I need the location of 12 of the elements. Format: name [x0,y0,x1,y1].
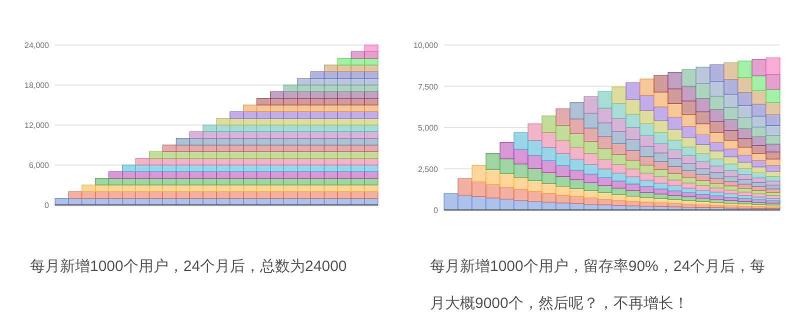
y-tick-label: 10,000 [414,41,439,50]
y-tick-label: 18,000 [24,81,50,90]
y-tick-label: 7,500 [418,82,439,92]
y-tick-label: 24,000 [24,41,50,50]
y-tick-label: 0 [44,201,50,210]
y-tick-label: 0 [434,206,439,215]
text: 每月新增1000个用户，留存率90%，24个月后，每月大概9000个，然后呢？，不再增长！ [430,258,766,312]
text: 每月新增1000个用户，24个月后，总数为24000 [30,257,348,277]
y-tick-label: 6,000 [28,161,50,170]
y-tick-label: 5,000 [418,124,439,132]
y-tick-label: 12,000 [24,121,50,130]
y-tick-label: 2,500 [418,164,439,174]
